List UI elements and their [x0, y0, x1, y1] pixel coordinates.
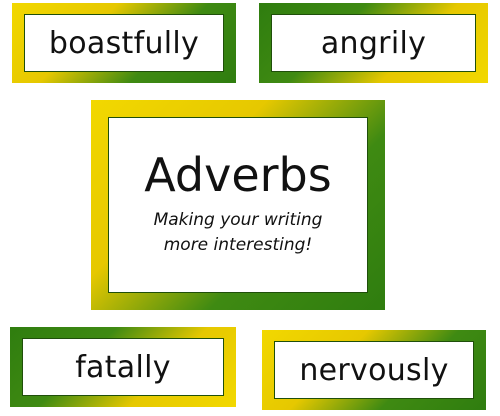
adverb-card-angrily: angrily — [259, 3, 488, 83]
card-inner: nervously — [274, 341, 474, 399]
subtitle-line-2: more interesting! — [163, 235, 313, 255]
subtitle: Making your writing more interesting! — [154, 208, 323, 257]
title-card-inner: Adverbs Making your writing more interes… — [108, 117, 368, 293]
subtitle-line-1: Making your writing — [153, 210, 323, 231]
adverb-word: boastfully — [48, 25, 200, 61]
card-inner: fatally — [22, 338, 224, 396]
adverb-word: angrily — [320, 25, 427, 61]
adverb-card-nervously: nervously — [262, 330, 486, 410]
adverb-card-boastfully: boastfully — [12, 3, 236, 83]
title-card: Adverbs Making your writing more interes… — [91, 100, 385, 310]
adverb-word: nervously — [299, 352, 449, 388]
adverb-card-fatally: fatally — [10, 327, 236, 407]
adverb-word: fatally — [75, 349, 171, 385]
card-inner: boastfully — [24, 14, 224, 72]
card-inner: angrily — [271, 14, 476, 72]
page-title: Adverbs — [144, 148, 332, 203]
